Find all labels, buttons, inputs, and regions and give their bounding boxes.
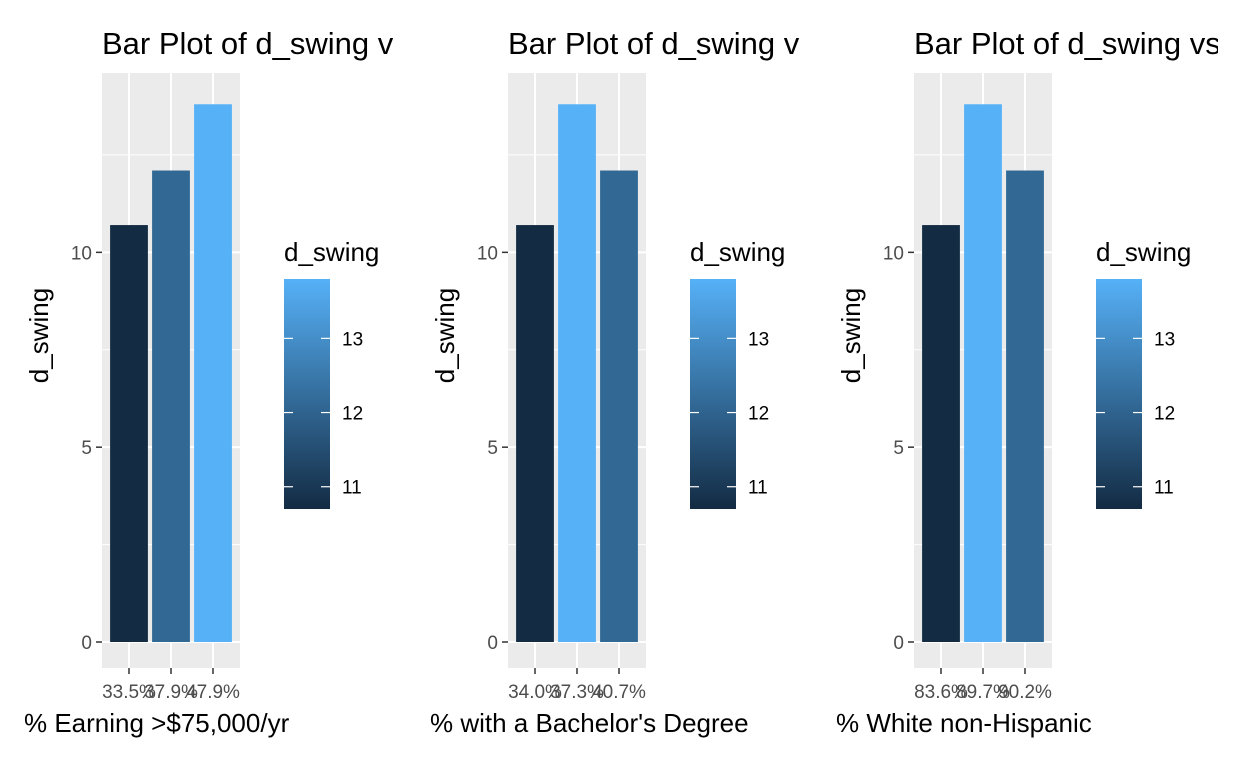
legend-label: 13	[342, 329, 363, 350]
y-axis-title: d_swing	[430, 288, 460, 383]
chart-panel-2: Bar Plot of d_swing v 0 5 10 34.0% 37.3% 40.7%…	[406, 0, 812, 768]
legend-colorbar	[1096, 279, 1142, 509]
x-tick-label: 47.9%	[186, 682, 240, 703]
bar	[964, 104, 1002, 642]
legend-title: d_swing	[690, 237, 785, 267]
y-tick-label: 0	[487, 633, 498, 654]
legend-colorbar	[284, 279, 330, 509]
x-tick-label: 83.6%	[914, 682, 968, 703]
bar	[194, 104, 232, 642]
x-tick-label: 37.3%	[550, 682, 604, 703]
chart-panel-1: Bar Plot of d_swing v 0 5 10 33.5% 37.9% 47.9%…	[0, 0, 406, 768]
bar	[110, 225, 148, 642]
legend-label: 12	[748, 404, 769, 425]
legend-title: d_swing	[1096, 237, 1191, 267]
legend-title: d_swing	[284, 237, 379, 267]
chart-title: Bar Plot of d_swing vs	[914, 26, 1218, 61]
bar-chart-1: Bar Plot of d_swing v 0 5 10 33.5%37.9%47.9%…	[24, 26, 394, 738]
y-tick-label: 10	[477, 243, 498, 264]
x-tick-label: 40.7%	[592, 682, 646, 703]
legend-colorbar	[690, 279, 736, 509]
x-tick-label: 34.0%	[508, 682, 562, 703]
bar	[558, 104, 596, 642]
bar	[152, 170, 190, 642]
bar-chart-3: Bar Plot of d_swing vs 0 5 10 83.6%89.7%90.2…	[836, 26, 1218, 738]
y-tick-label: 5	[81, 438, 92, 459]
legend-label: 13	[1154, 329, 1175, 350]
legend-label: 11	[748, 478, 768, 499]
bar-chart-2: Bar Plot of d_swing v 0 5 10 34.0%37.3%40.7%…	[430, 26, 800, 738]
chart-title: Bar Plot of d_swing v	[508, 26, 800, 61]
bar	[516, 225, 554, 642]
y-tick-label: 10	[883, 243, 904, 264]
bar	[600, 170, 638, 642]
x-axis-title: % White non-Hispanic	[836, 708, 1092, 738]
y-tick-label: 0	[81, 633, 92, 654]
legend-label: 11	[342, 478, 362, 499]
y-axis-title: d_swing	[836, 288, 866, 383]
chart-panel-3: Bar Plot of d_swing vs 0 5 10 83.6% 89.7% 90.2…	[812, 0, 1218, 768]
y-tick-label: 0	[893, 633, 904, 654]
legend-label: 12	[342, 404, 363, 425]
bar	[922, 225, 960, 642]
bar	[1006, 170, 1044, 642]
y-tick-label: 5	[487, 438, 498, 459]
x-tick-label: 90.2%	[998, 682, 1052, 703]
x-axis-title: % with a Bachelor's Degree	[430, 708, 749, 738]
y-tick-label: 5	[893, 438, 904, 459]
chart-title: Bar Plot of d_swing v	[102, 26, 394, 61]
x-tick-label: 33.5%	[102, 682, 156, 703]
x-tick-label: 37.9%	[144, 682, 198, 703]
y-axis-title: d_swing	[24, 288, 54, 383]
legend-label: 13	[748, 329, 769, 350]
x-tick-label: 89.7%	[956, 682, 1010, 703]
y-tick-label: 10	[71, 243, 92, 264]
legend-label: 11	[1154, 478, 1174, 499]
legend-label: 12	[1154, 404, 1175, 425]
x-axis-title: % Earning >$75,000/yr	[24, 708, 290, 738]
